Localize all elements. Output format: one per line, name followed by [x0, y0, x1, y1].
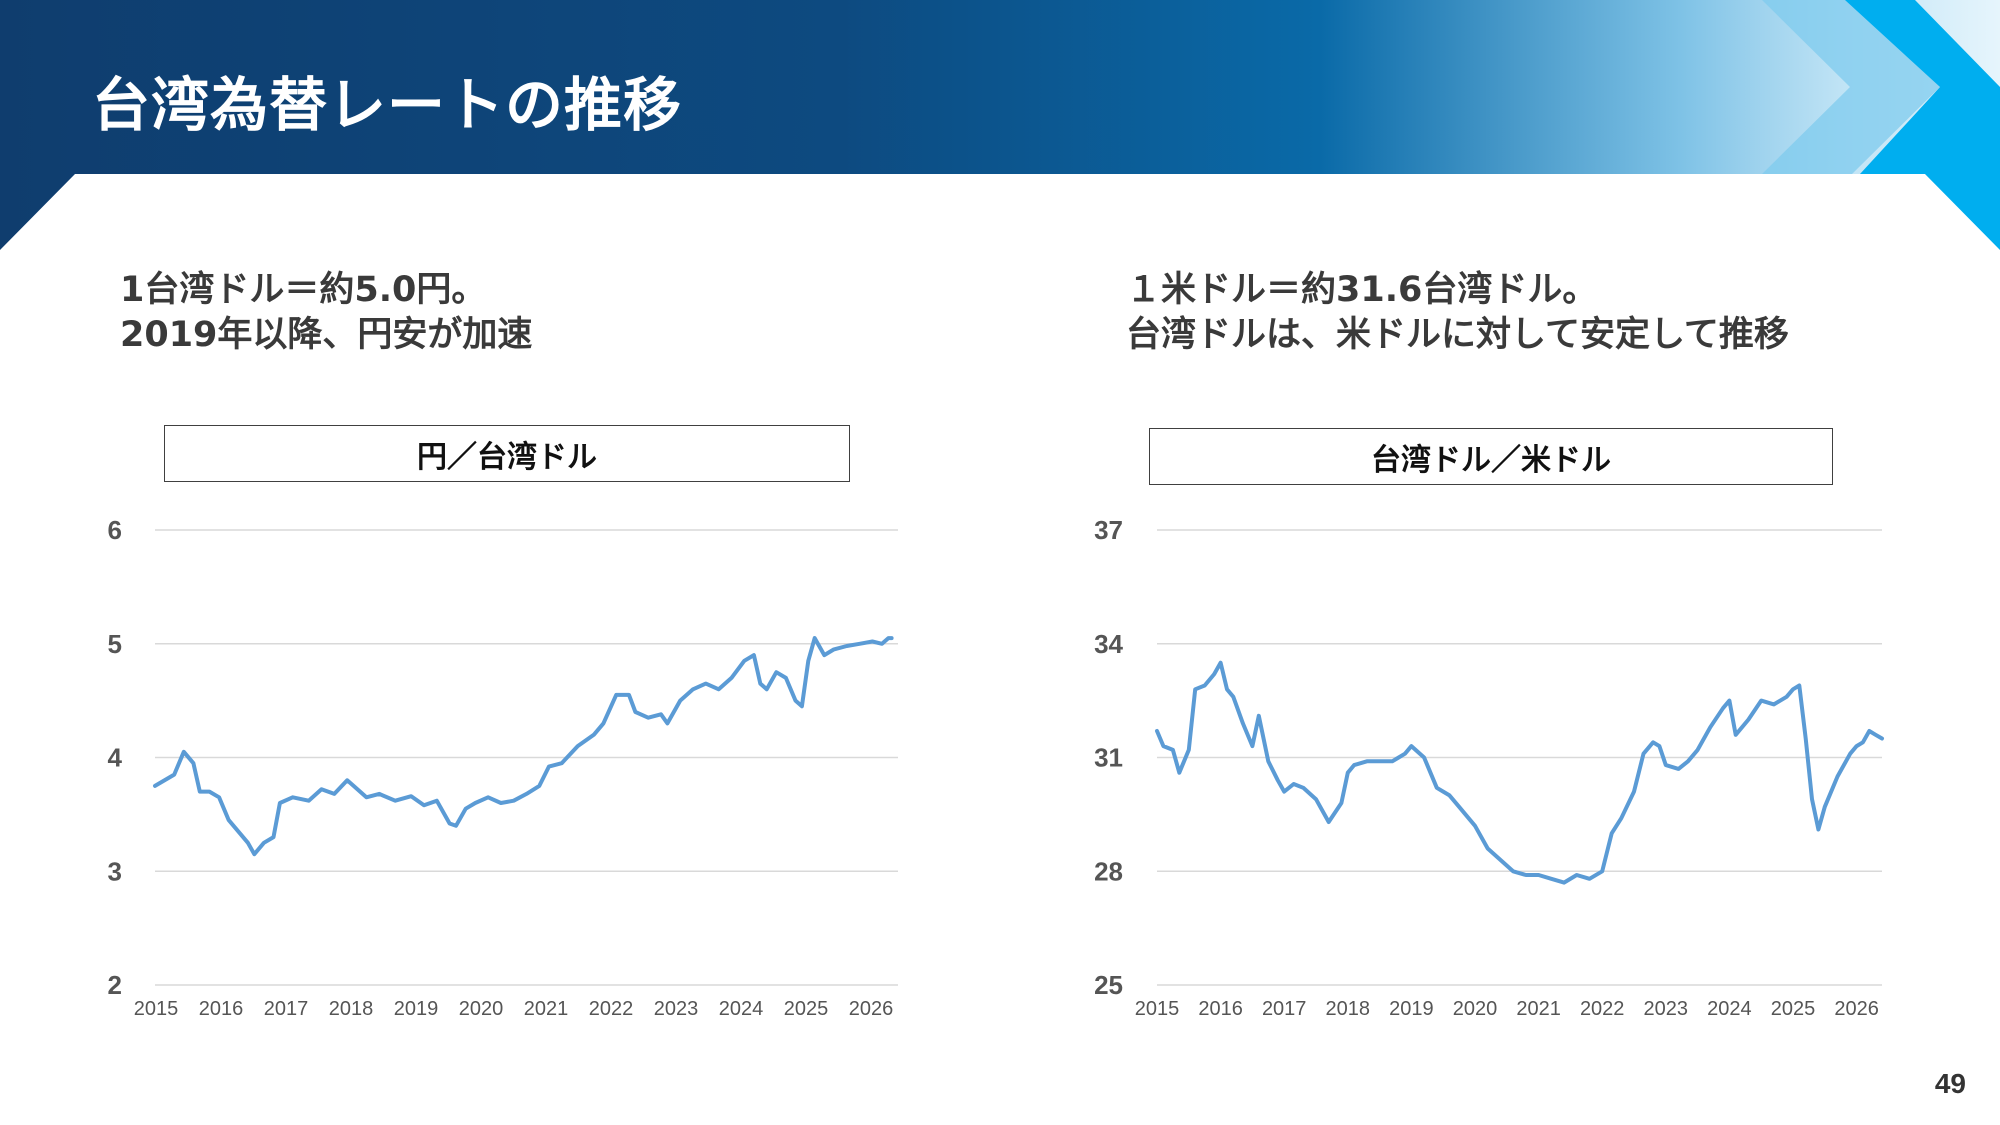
x-tick-label: 2015 — [1135, 998, 1180, 1020]
banner-background — [0, 0, 2000, 250]
banner-chevron-accent — [1845, 0, 2000, 250]
page-title: 台湾為替レートの推移 — [92, 71, 683, 139]
y-tick-label: 3 — [108, 856, 122, 886]
x-tick-label: 2019 — [394, 998, 439, 1020]
x-tick-label: 2021 — [524, 998, 569, 1020]
x-tick-label: 2020 — [459, 998, 504, 1020]
twd-usd-chart-title: 台湾ドル／米ドル — [1149, 428, 1833, 485]
y-tick-label: 6 — [108, 515, 122, 545]
x-tick-label: 2017 — [264, 998, 309, 1020]
x-tick-label: 2026 — [849, 998, 894, 1020]
y-tick-label: 25 — [1094, 970, 1123, 1000]
y-tick-label: 34 — [1094, 629, 1123, 659]
header-banner — [0, 0, 2000, 250]
right-headline-line1: １米ドル＝約31.6台湾ドル。 — [1126, 270, 1598, 310]
x-tick-label: 2025 — [784, 998, 829, 1020]
right-headline-line2: 台湾ドルは、米ドルに対して安定して推移 — [1126, 315, 1789, 355]
y-tick-label: 5 — [108, 629, 122, 659]
x-tick-label: 2018 — [329, 998, 374, 1020]
x-tick-label: 2019 — [1389, 998, 1434, 1020]
x-tick-label: 2016 — [1198, 998, 1243, 1020]
y-tick-label: 28 — [1094, 856, 1123, 886]
x-tick-label: 2018 — [1326, 998, 1371, 1020]
left-headline: 1台湾ドル＝約5.0円。 2019年以降、円安が加速 — [120, 268, 532, 358]
x-tick-label: 2022 — [589, 998, 634, 1020]
x-tick-label: 2015 — [134, 998, 179, 1020]
x-tick-label: 2020 — [1453, 998, 1498, 1020]
x-tick-label: 2016 — [199, 998, 244, 1020]
y-tick-label: 37 — [1094, 515, 1123, 545]
x-tick-label: 2026 — [1834, 998, 1879, 1020]
x-tick-label: 2025 — [1771, 998, 1816, 1020]
y-tick-label: 31 — [1094, 743, 1123, 773]
left-headline-line1: 1台湾ドル＝約5.0円。 — [120, 270, 487, 310]
y-tick-label: 2 — [108, 970, 122, 1000]
x-tick-label: 2024 — [719, 998, 764, 1020]
x-tick-label: 2021 — [1516, 998, 1561, 1020]
right-headline: １米ドル＝約31.6台湾ドル。 台湾ドルは、米ドルに対して安定して推移 — [1126, 268, 1789, 358]
x-tick-label: 2024 — [1707, 998, 1752, 1020]
x-tick-label: 2017 — [1262, 998, 1307, 1020]
x-tick-label: 2022 — [1580, 998, 1625, 1020]
x-tick-label: 2023 — [654, 998, 699, 1020]
series-line — [1155, 660, 1884, 885]
x-tick-label: 2023 — [1644, 998, 1689, 1020]
left-headline-line2: 2019年以降、円安が加速 — [120, 315, 533, 355]
y-tick-label: 4 — [108, 743, 123, 773]
page-number: 49 — [1934, 1068, 1966, 1099]
series-line — [153, 636, 894, 857]
jpy-twd-chart-title: 円／台湾ドル — [164, 425, 850, 482]
